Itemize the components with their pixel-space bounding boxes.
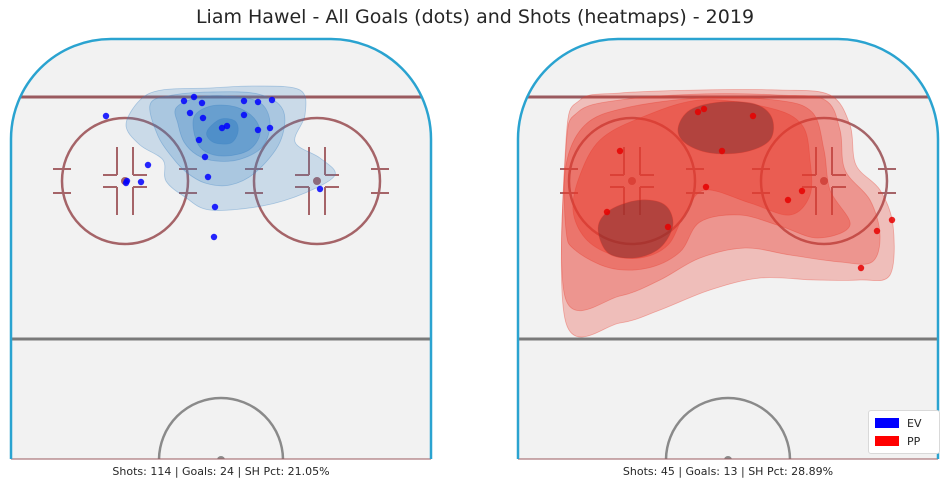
goal-dot-ev-10 (223, 122, 231, 130)
goal-dot-ev-23 (210, 233, 218, 241)
goal-dot-ev-21 (316, 185, 324, 193)
goal-dot-ev-6 (268, 96, 276, 104)
goal-dot-ev-0 (102, 112, 110, 120)
goal-dot-pp-2 (749, 112, 757, 120)
heatmap-pp (561, 89, 895, 338)
rink-markings-pp (518, 95, 938, 459)
goal-dot-ev-19 (137, 178, 145, 186)
goal-dot-ev-7 (186, 109, 194, 117)
goal-dot-pp-8 (798, 187, 806, 195)
rink-boards-ev (9, 37, 433, 459)
rink-boards-pp (516, 37, 940, 459)
legend-item-ev: EV (875, 416, 921, 430)
goal-dot-pp-5 (702, 183, 710, 191)
rink-markings-ev (11, 95, 431, 459)
goal-dot-pp-3 (718, 147, 726, 155)
legend-swatch-pp (875, 436, 899, 446)
heat-band-pp-0 (561, 89, 895, 338)
legend: EV PP (868, 410, 940, 454)
faceoff-circle-ev-left (60, 116, 190, 246)
goal-dot-pp-6 (603, 208, 611, 216)
heat-band-pp-5 (597, 199, 674, 259)
goal-dots-pp (603, 105, 896, 272)
goal-dot-pp-9 (784, 196, 792, 204)
goal-dot-pp-4 (616, 147, 624, 155)
goal-dot-ev-17 (204, 173, 212, 181)
goal-dot-ev-8 (199, 114, 207, 122)
goal-dot-ev-2 (190, 93, 198, 101)
legend-swatch-ev (875, 418, 899, 428)
goal-dot-ev-14 (195, 136, 203, 144)
center-circle-pp (664, 396, 792, 459)
legend-item-pp: PP (875, 434, 920, 448)
heat-band-ev-0 (125, 85, 336, 211)
panel-ev (9, 37, 433, 460)
goal-dot-ev-3 (198, 99, 206, 107)
legend-label-ev: EV (907, 416, 922, 430)
goal-dot-ev-12 (254, 126, 262, 134)
goal-dot-ev-5 (254, 98, 262, 106)
goal-dot-ev-11 (240, 111, 248, 119)
pp-stats-caption: Shots: 45 | Goals: 13 | SH Pct: 28.89% (622, 465, 834, 478)
center-dot-ev (217, 456, 225, 459)
faceoff-dot-pp-right (820, 177, 828, 185)
chart-title: Liam Hawel - All Goals (dots) and Shots … (195, 6, 755, 28)
goal-dot-pp-10 (888, 216, 896, 224)
goal-dot-ev-16 (144, 161, 152, 169)
goal-dot-ev-20 (122, 179, 130, 187)
rink-ice-ev (11, 39, 431, 459)
goal-dot-pp-0 (694, 108, 702, 116)
center-circle-ev (157, 396, 285, 459)
goal-dots-ev (102, 93, 324, 241)
faceoff-dot-pp-left (628, 177, 636, 185)
panel-pp (516, 37, 940, 460)
goal-dot-ev-1 (180, 97, 188, 105)
goal-dot-ev-15 (201, 153, 209, 161)
goal-dot-ev-9 (218, 124, 226, 132)
heat-band-pp-4 (677, 101, 775, 155)
goal-dot-ev-22 (211, 203, 219, 211)
faceoff-circle-ev-right (252, 116, 382, 246)
goal-dot-pp-12 (857, 264, 865, 272)
goal-dot-ev-13 (266, 124, 274, 132)
rink-ice-pp (518, 39, 938, 459)
heat-band-ev-4 (206, 118, 239, 145)
center-dot-pp (724, 456, 732, 459)
legend-label-pp: PP (907, 434, 921, 448)
heatmap-ev (125, 85, 336, 211)
goal-dot-ev-4 (240, 97, 248, 105)
goal-dot-pp-11 (873, 227, 881, 235)
ev-stats-caption: Shots: 114 | Goals: 24 | SH Pct: 21.05% (112, 465, 330, 478)
goal-dot-pp-1 (700, 105, 708, 113)
goal-dot-pp-7 (664, 223, 672, 231)
faceoff-circle-pp-right (759, 116, 889, 246)
faceoff-dot-ev-right (313, 177, 321, 185)
